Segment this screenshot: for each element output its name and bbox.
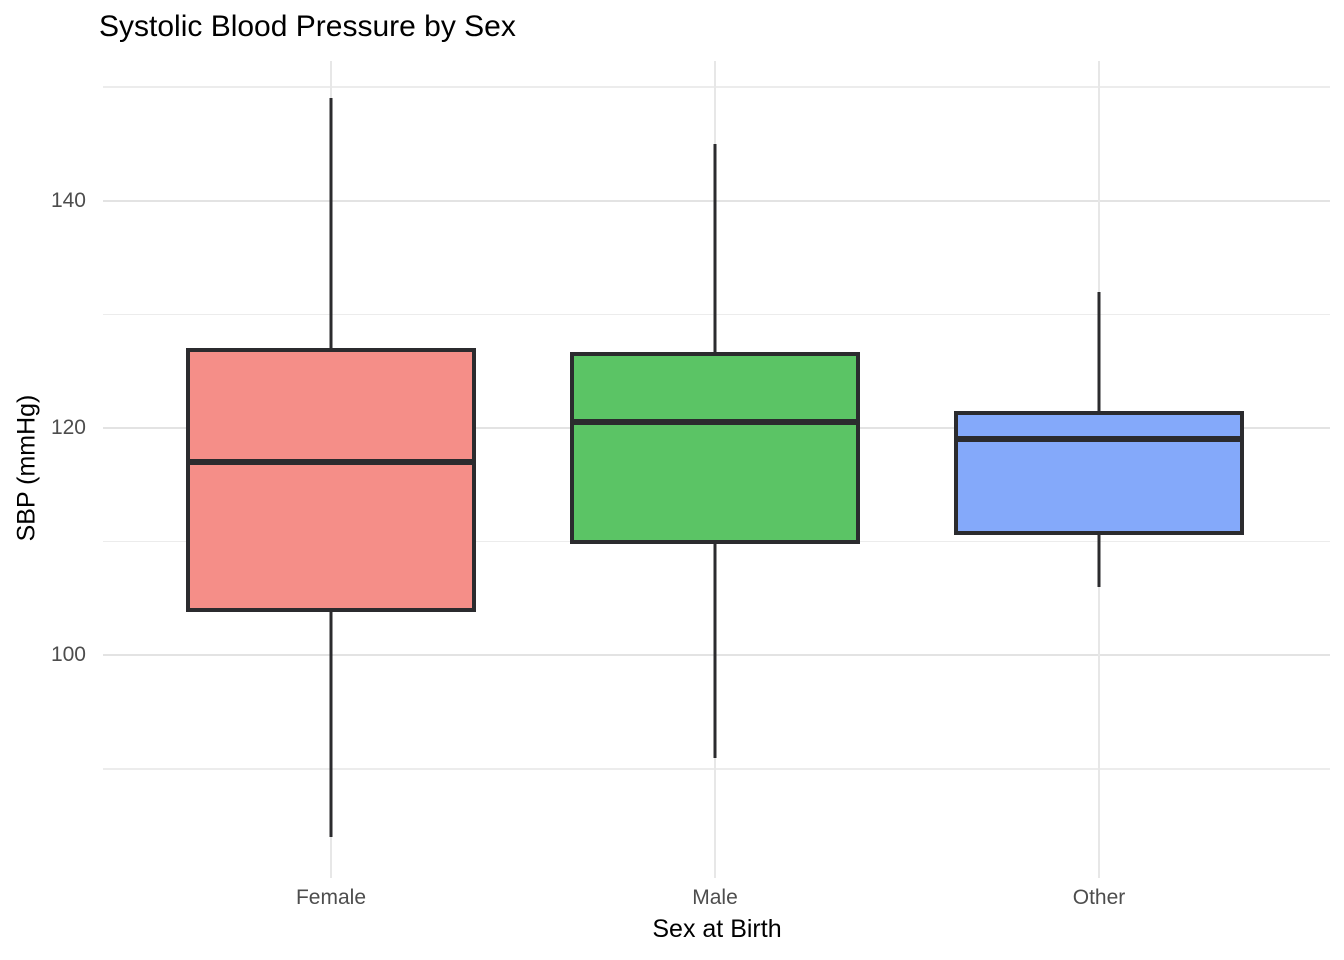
whisker-upper-female: [329, 98, 333, 349]
whisker-lower-male: [713, 543, 717, 758]
x-tick-label-female: Female: [295, 886, 367, 909]
median-line-female: [186, 459, 476, 466]
gridline-minor-y90: [103, 768, 1330, 770]
x-axis-title: Sex at Birth: [652, 915, 782, 943]
median-line-male: [570, 419, 860, 426]
whisker-lower-other: [1097, 534, 1101, 588]
whisker-upper-male: [713, 143, 717, 352]
whisker-lower-female: [329, 612, 333, 838]
gridline-major-y100: [103, 654, 1330, 657]
chart-title: Systolic Blood Pressure by Sex: [99, 10, 516, 43]
y-tick-label-100: 100: [50, 643, 86, 667]
x-tick-label-male: Male: [692, 886, 738, 909]
whisker-upper-other: [1097, 291, 1101, 411]
gridline-minor-y130: [103, 313, 1330, 316]
boxplot-box-male: [570, 351, 860, 544]
gridline-minor-y150: [103, 86, 1330, 88]
y-tick-label-140: 140: [50, 188, 86, 212]
y-tick-label-120: 120: [50, 416, 86, 440]
gridline-major-y140: [103, 199, 1330, 202]
boxplot-box-other: [954, 410, 1244, 535]
boxplot-box-female: [186, 348, 476, 613]
median-line-other: [954, 436, 1244, 443]
x-tick-label-other: Other: [1072, 886, 1126, 909]
